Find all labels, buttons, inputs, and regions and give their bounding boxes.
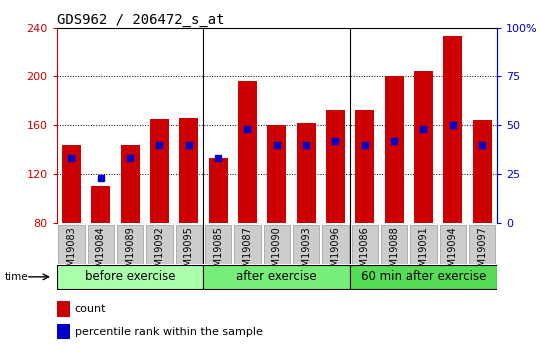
Text: before exercise: before exercise <box>85 270 176 283</box>
FancyBboxPatch shape <box>264 225 290 264</box>
Bar <box>238 81 257 223</box>
Bar <box>414 71 433 223</box>
Bar <box>179 118 198 223</box>
Bar <box>208 158 227 223</box>
Text: GSM19093: GSM19093 <box>301 226 311 278</box>
FancyBboxPatch shape <box>234 225 261 264</box>
FancyBboxPatch shape <box>204 265 350 288</box>
Bar <box>57 301 70 317</box>
Text: GSM19086: GSM19086 <box>360 226 370 278</box>
FancyBboxPatch shape <box>381 225 407 264</box>
Bar <box>355 110 374 223</box>
Bar <box>296 122 315 223</box>
FancyBboxPatch shape <box>469 225 495 264</box>
Bar <box>384 76 403 223</box>
Bar <box>472 120 491 223</box>
Text: GSM19085: GSM19085 <box>213 226 223 279</box>
FancyBboxPatch shape <box>205 225 231 264</box>
Text: count: count <box>75 304 106 314</box>
FancyBboxPatch shape <box>176 225 202 264</box>
FancyBboxPatch shape <box>440 225 466 264</box>
FancyBboxPatch shape <box>87 225 114 264</box>
FancyBboxPatch shape <box>293 225 319 264</box>
Text: GSM19084: GSM19084 <box>96 226 106 278</box>
Text: GSM19091: GSM19091 <box>418 226 428 278</box>
FancyBboxPatch shape <box>352 225 378 264</box>
FancyBboxPatch shape <box>350 265 497 288</box>
Text: percentile rank within the sample: percentile rank within the sample <box>75 327 262 337</box>
Bar <box>326 110 345 223</box>
Bar <box>91 186 110 223</box>
FancyBboxPatch shape <box>57 265 204 288</box>
FancyBboxPatch shape <box>146 225 173 264</box>
FancyBboxPatch shape <box>58 225 85 264</box>
Text: GSM19097: GSM19097 <box>477 226 487 279</box>
Text: GSM19090: GSM19090 <box>272 226 282 278</box>
Text: GSM19092: GSM19092 <box>154 226 164 279</box>
FancyBboxPatch shape <box>322 225 349 264</box>
Bar <box>267 125 286 223</box>
FancyBboxPatch shape <box>410 225 437 264</box>
Bar <box>120 145 139 223</box>
Text: after exercise: after exercise <box>237 270 317 283</box>
Text: GDS962 / 206472_s_at: GDS962 / 206472_s_at <box>57 12 224 27</box>
Text: time: time <box>4 272 28 282</box>
Text: GSM19094: GSM19094 <box>448 226 458 278</box>
Text: GSM19096: GSM19096 <box>330 226 340 278</box>
Text: GSM19088: GSM19088 <box>389 226 399 278</box>
Text: GSM19083: GSM19083 <box>66 226 76 278</box>
Bar <box>57 324 70 339</box>
Text: 60 min after exercise: 60 min after exercise <box>361 270 486 283</box>
Bar <box>62 145 81 223</box>
Bar <box>150 119 169 223</box>
FancyBboxPatch shape <box>117 225 143 264</box>
Text: GSM19089: GSM19089 <box>125 226 135 278</box>
Text: GSM19095: GSM19095 <box>184 226 194 279</box>
Text: GSM19087: GSM19087 <box>242 226 252 279</box>
Bar <box>443 36 462 223</box>
